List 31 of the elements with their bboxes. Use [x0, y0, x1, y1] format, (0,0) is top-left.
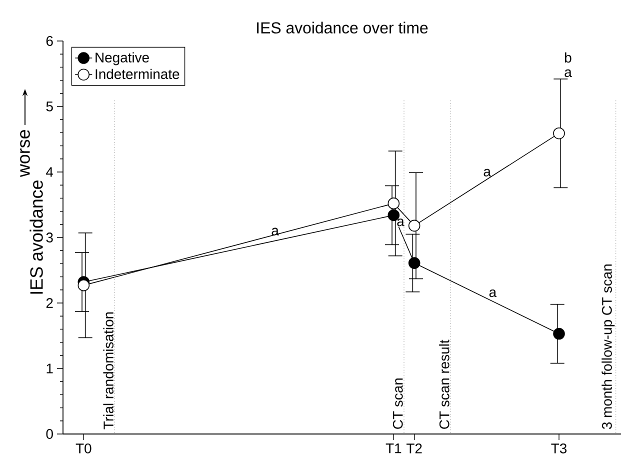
point: [553, 328, 565, 340]
x-tick-label: T3: [551, 444, 567, 454]
annotation: CT scan: [392, 378, 403, 429]
y-tick-label: 6: [46, 36, 53, 46]
y-axis-title: IES avoidance: [30, 180, 43, 294]
annotation: a: [489, 289, 497, 298]
annotation: a: [564, 69, 572, 78]
point: [408, 257, 420, 269]
x-tick-label: T1: [386, 444, 402, 454]
y-tick-label: 0: [46, 429, 53, 439]
point: [408, 220, 420, 232]
y-tick-label: 5: [46, 102, 53, 112]
y-tick-label: 1: [46, 364, 53, 374]
legend-label: Indeterminate: [96, 68, 180, 80]
annotation: Trial randomisation: [103, 312, 114, 430]
annotation: b: [565, 52, 572, 63]
y-tick-label: 3: [46, 232, 53, 242]
annotation: a: [397, 218, 404, 226]
point: [388, 198, 400, 210]
annotation: a: [484, 168, 491, 176]
point: [78, 279, 90, 292]
point: [553, 127, 565, 140]
x-tick-label: T2: [406, 444, 422, 454]
annotation: CT scan result: [439, 340, 450, 429]
y-tick-label: 4: [46, 167, 54, 177]
chart-title: IES avoidance over time: [257, 22, 428, 34]
x-tick-label: T0: [76, 444, 92, 454]
annotation: 3 month follow-up CT scan: [602, 264, 615, 429]
legend-label: Negative: [96, 52, 149, 66]
text: worse: [20, 130, 30, 178]
y-tick-label: 2: [46, 298, 53, 308]
